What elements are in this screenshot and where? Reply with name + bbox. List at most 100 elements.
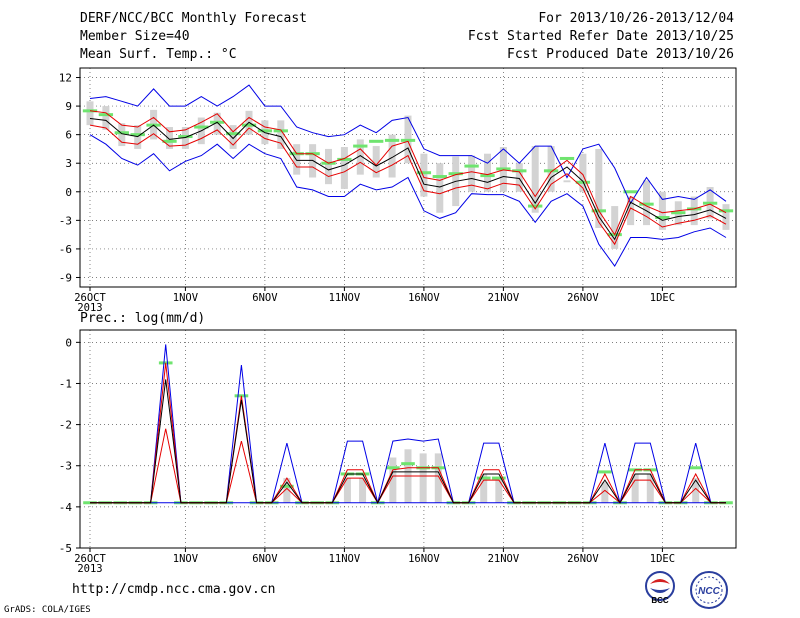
prec-x-tick-label: 1DEC — [650, 553, 675, 565]
forecast-started-label: Fcst Started Refer Date 2013/10/25 — [467, 29, 734, 44]
temp-median-marker — [162, 139, 177, 143]
temp-y-tick-label: -6 — [59, 243, 72, 256]
temp-median-marker — [623, 190, 638, 194]
prec-y-tick-label: -2 — [59, 419, 72, 432]
prec-median-marker — [688, 466, 703, 470]
temp-spread-box — [86, 101, 94, 126]
prec-median-marker — [386, 466, 400, 470]
prec-spread-box — [389, 457, 397, 503]
temp-median-marker — [702, 201, 718, 205]
prec-x-tick-label: 26NOV — [567, 553, 599, 565]
forecast-produced-label: Fcst Produced Date 2013/10/26 — [507, 47, 734, 62]
temp-spread-box — [531, 146, 539, 213]
temp-median-marker — [384, 138, 400, 142]
prec-spread-box — [359, 478, 367, 503]
temp-x-tick-label: 6NOV — [252, 292, 278, 304]
temp-spread-box — [436, 163, 444, 213]
temp-median-marker — [718, 209, 734, 213]
temp-median-marker — [369, 139, 384, 143]
prec-median-marker — [598, 470, 612, 474]
temp-spread-box — [118, 123, 126, 147]
prec-x-tick-label: 16NOV — [408, 553, 440, 565]
prec-spread-box — [495, 478, 503, 503]
temp-spread-box — [658, 191, 666, 230]
temp-spread-box — [484, 153, 491, 192]
prec-median-marker — [476, 476, 491, 480]
temp-spread-box — [468, 155, 476, 192]
temp-median-marker — [114, 131, 129, 135]
temp-x-tick-label: 16NOV — [408, 292, 440, 304]
temp-y-tick-label: 6 — [65, 129, 72, 142]
temp-median-marker — [496, 167, 511, 171]
prec-spread-box — [343, 478, 351, 503]
prec-panel-title: Prec.: log(mm/d) — [80, 311, 205, 326]
temp-median-marker — [559, 156, 575, 160]
temp-x-tick-label: 26OCT — [74, 292, 106, 304]
temp-x-tick-label: 11NOV — [329, 292, 361, 304]
prec-x-tick-label: 26OCT — [74, 553, 106, 565]
temp-spread-box — [340, 147, 348, 189]
temp-spread-box — [372, 146, 380, 178]
bcc-logo-text: BCC — [651, 596, 669, 605]
prec-spread-box — [434, 453, 442, 503]
temp-x-tick-label: 1DEC — [650, 292, 675, 304]
prec-y-tick-label: -4 — [59, 501, 73, 514]
temp-x-tick-label: 26NOV — [567, 292, 599, 304]
prec-spread-box — [601, 482, 609, 503]
prec-x-tick-label: 2013 — [77, 563, 102, 575]
prec-spread-box — [692, 478, 700, 503]
prec-spread-box — [480, 473, 488, 503]
temp-spread-box — [102, 106, 110, 130]
temp-median-marker — [337, 157, 352, 161]
temp-median-marker — [400, 138, 416, 142]
temp-median-marker — [257, 129, 273, 133]
grads-credit: GrADS: COLA/IGES — [4, 605, 91, 615]
temp-spread-box — [595, 148, 603, 228]
prec-x-tick-label: 21NOV — [488, 553, 520, 565]
temp-median-marker — [98, 113, 114, 117]
member-size-label: Member Size=40 — [80, 29, 190, 44]
prec-spread-box — [631, 473, 639, 503]
prec-y-tick-label: -1 — [59, 377, 72, 390]
temp-y-tick-label: 0 — [65, 186, 72, 199]
website-link[interactable]: http://cmdp.ncc.cma.gov.cn — [72, 582, 276, 597]
temp-x-tick-label: 21NOV — [488, 292, 520, 304]
temp-x-tick-label: 2013 — [77, 302, 102, 314]
prec-median-marker — [492, 476, 506, 480]
temp-median-marker — [194, 125, 209, 129]
prec-mean-line — [90, 379, 726, 504]
temp-y-tick-label: 12 — [59, 72, 72, 85]
temp-median-marker — [416, 171, 432, 175]
temp-x-tick-label: 1NOV — [173, 292, 199, 304]
temp-median-marker — [241, 123, 257, 127]
temp-y-tick-label: -3 — [59, 214, 72, 227]
temp-median-marker — [353, 144, 368, 148]
temp-spread-box — [627, 196, 635, 226]
temp-median-marker — [448, 172, 463, 176]
temp-median-marker — [528, 204, 543, 208]
ncc-logo-text: NCC — [698, 586, 720, 597]
temp-median-marker — [512, 169, 527, 173]
temp-spread-box — [325, 148, 332, 185]
prec-plot-frame — [79, 329, 737, 549]
temp-median-marker — [655, 215, 670, 219]
temp-y-tick-label: -9 — [59, 271, 72, 284]
temp-spread-box — [229, 125, 237, 149]
temp-y-tick-label: 3 — [65, 157, 72, 170]
temp-spread-box — [690, 196, 698, 226]
temp-median-marker — [480, 174, 495, 178]
temp-spread-box — [547, 146, 555, 192]
temp-median-marker — [273, 129, 288, 133]
temp-spread-box — [166, 127, 173, 149]
prec-x-tick-label: 6NOV — [252, 553, 278, 565]
temp-plot-frame — [79, 67, 737, 288]
prec-y-tick-label: -5 — [59, 542, 72, 555]
temp-spread-box — [722, 204, 730, 230]
bcc-logo-icon: BCC — [645, 571, 675, 605]
chart-title: DERF/NCC/BCC Monthly Forecast — [80, 11, 307, 26]
prec-spread-box — [283, 478, 291, 503]
temp-spread-box — [579, 153, 587, 192]
temp-spread-box — [277, 120, 285, 149]
temp-median-marker — [225, 132, 241, 136]
